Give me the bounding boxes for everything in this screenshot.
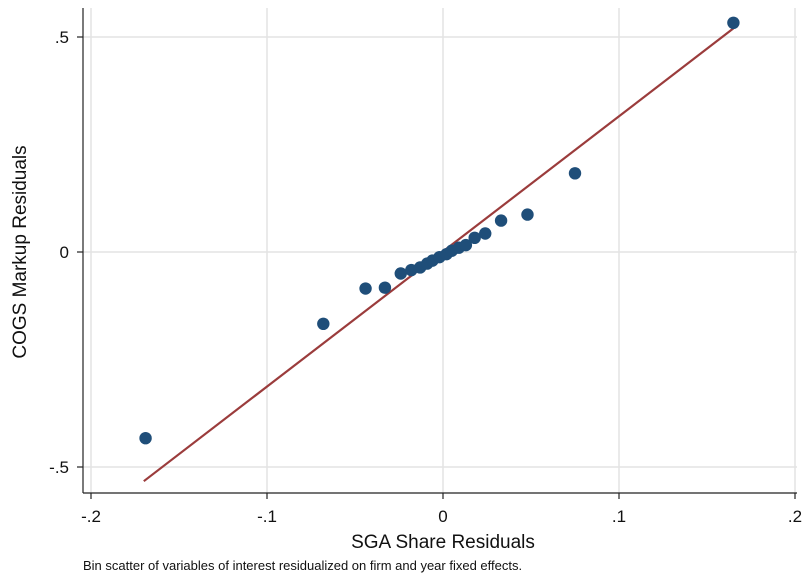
data-point [479, 227, 492, 240]
data-points [139, 16, 740, 445]
y-axis-ticks: .5 0 -.5 [49, 28, 83, 477]
figure-caption: Bin scatter of variables of interest res… [83, 558, 523, 573]
x-axis-title: SGA Share Residuals [351, 532, 535, 553]
x-tick-label: .1 [612, 507, 626, 526]
x-tick-label: -.1 [257, 507, 277, 526]
data-point [459, 238, 473, 252]
data-point [568, 167, 582, 180]
data-point [139, 431, 152, 445]
data-point [468, 231, 481, 245]
y-tick-label: -.5 [49, 458, 69, 477]
x-axis-ticks: -.2 -.1 0 .1 .2 [81, 493, 802, 526]
x-tick-label: 0 [438, 507, 447, 526]
x-tick-label: .2 [788, 507, 802, 526]
y-axis-title: COGS Markup Residuals [10, 145, 31, 358]
y-tick-label: .5 [55, 28, 69, 47]
data-point [494, 214, 508, 227]
axes [82, 8, 797, 494]
data-point [394, 267, 407, 280]
data-point [727, 16, 740, 30]
data-point [521, 208, 534, 221]
x-tick-label: -.2 [81, 507, 101, 526]
data-point [359, 282, 372, 295]
data-point [317, 317, 330, 331]
y-tick-label: 0 [60, 243, 69, 262]
data-point [378, 281, 392, 294]
grid-lines [83, 8, 797, 493]
